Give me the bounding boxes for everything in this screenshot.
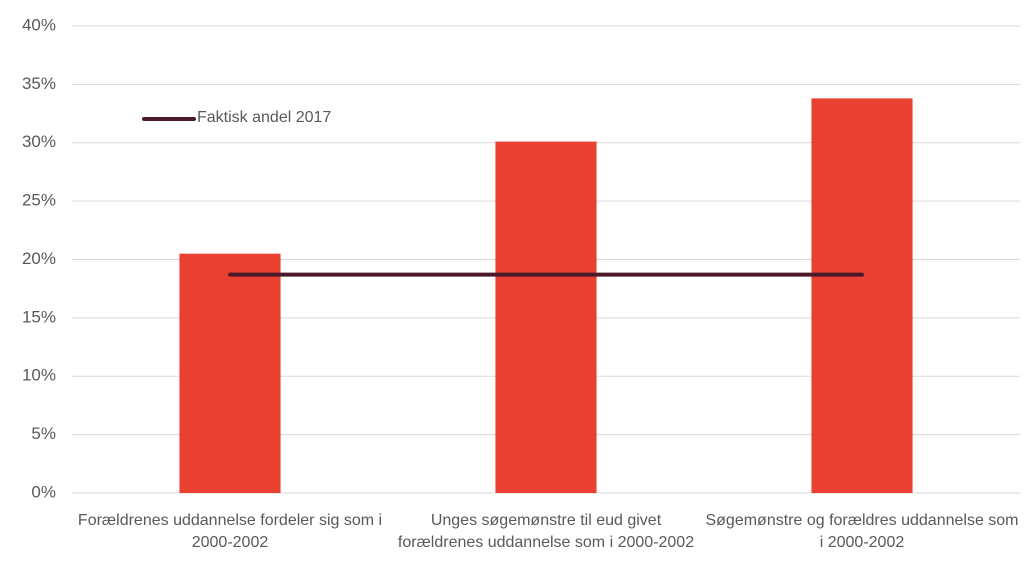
bar (495, 141, 597, 493)
y-tick-label: 5% (31, 424, 56, 443)
bar (179, 253, 281, 493)
y-tick-label: 25% (22, 191, 56, 210)
y-tick-label: 10% (22, 366, 56, 385)
y-tick-label: 40% (22, 15, 56, 34)
x-tick-label: Søgemønstre og forældres uddannelse som … (705, 512, 1019, 551)
y-tick-label: 35% (22, 74, 56, 93)
y-tick-label: 15% (22, 307, 56, 326)
legend-label: Faktisk andel 2017 (197, 109, 331, 126)
x-tick-label: Unges søgemønstre til eud givet forældre… (397, 512, 695, 551)
y-tick-label: 20% (22, 249, 56, 268)
y-tick-label: 30% (22, 132, 56, 151)
y-tick-label: 0% (31, 482, 56, 501)
x-tick-label: Forældrenes uddannelse fordeler sig som … (77, 512, 383, 551)
bar (811, 98, 913, 493)
